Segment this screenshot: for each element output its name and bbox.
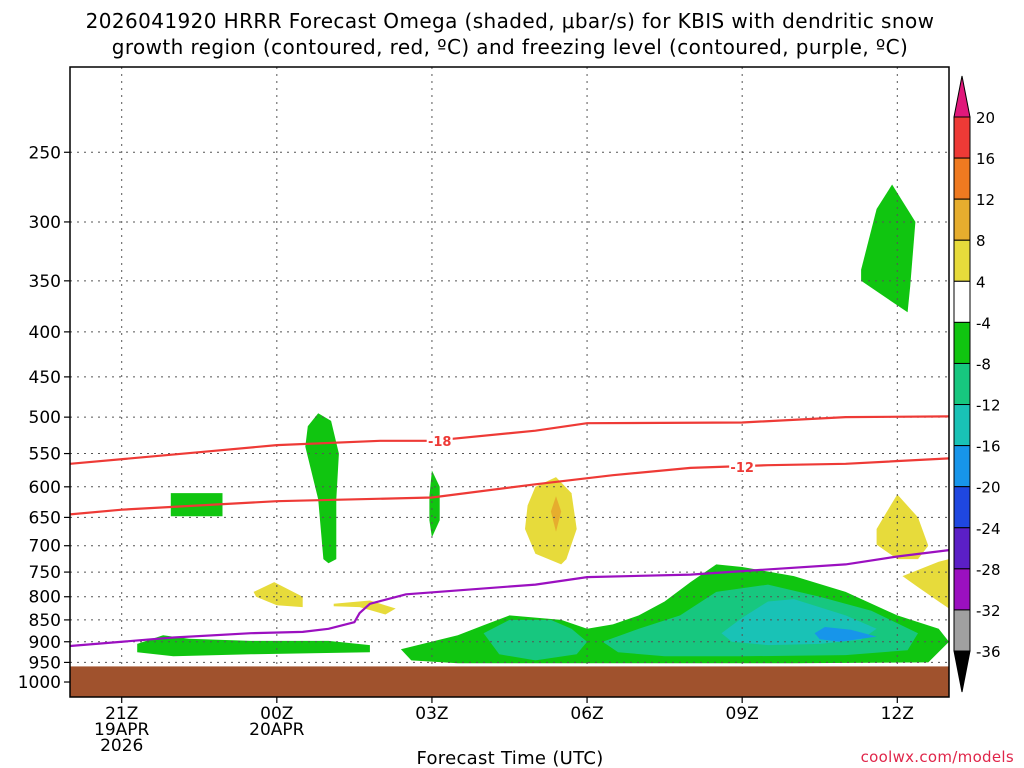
y-tick-label-300: 300	[29, 213, 61, 233]
omega-shade-region-6	[483, 619, 588, 661]
omega-shade-region-11	[550, 496, 562, 532]
colorbar-tick--20: -20	[976, 479, 1001, 497]
contour-label-0: -18	[428, 435, 452, 450]
colorbar-swatch-12	[953, 609, 971, 652]
x-tick-label-21Z-1: 19APR	[94, 720, 150, 740]
colorbar-swatch-3	[953, 239, 971, 282]
contour-line-1	[69, 457, 950, 516]
y-tick-label-350: 350	[29, 272, 61, 292]
x-tick-label-03Z-0: 03Z	[415, 704, 448, 724]
chart-title-line-1: 2026041920 HRRR Forecast Omega (shaded, …	[86, 9, 935, 33]
colorbar-bottom-arrow	[953, 650, 971, 693]
colorbar-tick--28: -28	[976, 561, 1001, 579]
colorbar-tick-8: 8	[976, 232, 986, 250]
colorbar-tick-12: 12	[976, 191, 995, 209]
omega-shade-region-0	[861, 184, 916, 313]
colorbar-tick-4: 4	[976, 273, 986, 291]
x-tick-label-06Z-0: 06Z	[570, 704, 603, 724]
contour-label-bg-0	[426, 432, 453, 448]
omega-shade-region-10	[525, 477, 577, 565]
x-tick-label-12Z-0: 12Z	[881, 704, 914, 724]
colorbar-swatch-6	[953, 362, 971, 406]
contour-label-bg-1	[729, 459, 756, 475]
omega-shade-region-13	[902, 559, 949, 609]
colorbar-swatch-2	[953, 198, 971, 241]
x-tick-label-21Z-2: 2026	[100, 736, 143, 756]
plot-area: -18 -12	[69, 67, 950, 697]
colorbar-swatch-7	[953, 404, 971, 447]
omega-shade-region-9	[814, 627, 877, 642]
colorbar: 20 16 12 8 4 -4 -8 -12 -16 -20 -24 -28 -32 -36	[953, 75, 1001, 693]
x-tick-label-00Z-0: 00Z	[260, 704, 293, 724]
colorbar-swatch-0	[953, 116, 971, 159]
x-axis-label: Forecast Time (UTC)	[416, 748, 603, 768]
colorbar-swatch-1	[953, 157, 971, 200]
contour-line-2	[69, 549, 950, 648]
y-tick-label-1000: 1000	[18, 673, 61, 693]
colorbar-swatch-5	[953, 321, 971, 364]
source-credit: coolwx.com/models	[861, 748, 1014, 766]
y-tick-label-500: 500	[29, 408, 61, 428]
terrain-below-ground	[70, 666, 949, 697]
colorbar-tick--16: -16	[976, 438, 1001, 456]
colorbar-swatch-4	[953, 280, 971, 323]
chart-title-line-2: growth region (contoured, red, ºC) and f…	[112, 35, 909, 59]
colorbar-tick--12: -12	[976, 397, 1001, 415]
colorbar-tick--32: -32	[976, 602, 1001, 620]
colorbar-swatch-11	[953, 568, 971, 611]
colorbar-tick-16: 16	[976, 150, 995, 168]
x-tick-label-00Z-1: 20APR	[249, 720, 305, 740]
colorbar-swatch-10	[953, 527, 971, 570]
colorbar-swatch-8	[953, 445, 971, 488]
x-tick-label-21Z-0: 21Z	[105, 704, 138, 724]
y-tick-label-650: 650	[29, 508, 61, 528]
y-tick-label-700: 700	[29, 537, 61, 557]
contour-label-1: -12	[730, 461, 754, 476]
y-tick-label-850: 850	[29, 611, 61, 631]
x-tick-label-09Z-0: 09Z	[726, 704, 759, 724]
omega-shade-region-2	[305, 413, 339, 564]
colorbar-tick--8: -8	[976, 355, 991, 373]
y-tick-label-600: 600	[29, 478, 61, 498]
colorbar-tick--36: -36	[976, 643, 1001, 661]
omega-shade-region-12	[876, 494, 929, 560]
colorbar-tick--4: -4	[976, 314, 991, 332]
omega-shade-region-4	[137, 635, 370, 657]
y-tick-label-400: 400	[29, 323, 61, 343]
axes: 2503003504004505005506006507007508008509…	[18, 66, 950, 756]
colorbar-tick-20: 20	[976, 109, 995, 127]
colorbar-swatch-9	[953, 486, 971, 529]
colorbar-top-arrow	[953, 75, 971, 118]
plot-frame	[69, 66, 950, 698]
omega-shade-region-14	[253, 582, 303, 608]
y-tick-label-250: 250	[29, 143, 61, 163]
y-tick-label-900: 900	[29, 633, 61, 653]
colorbar-tick--24: -24	[976, 520, 1001, 538]
contour-line-0	[69, 415, 950, 465]
y-tick-label-450: 450	[29, 368, 61, 388]
y-tick-label-800: 800	[29, 588, 61, 608]
y-tick-label-750: 750	[29, 563, 61, 583]
y-tick-label-950: 950	[29, 653, 61, 673]
y-tick-label-550: 550	[29, 445, 61, 465]
